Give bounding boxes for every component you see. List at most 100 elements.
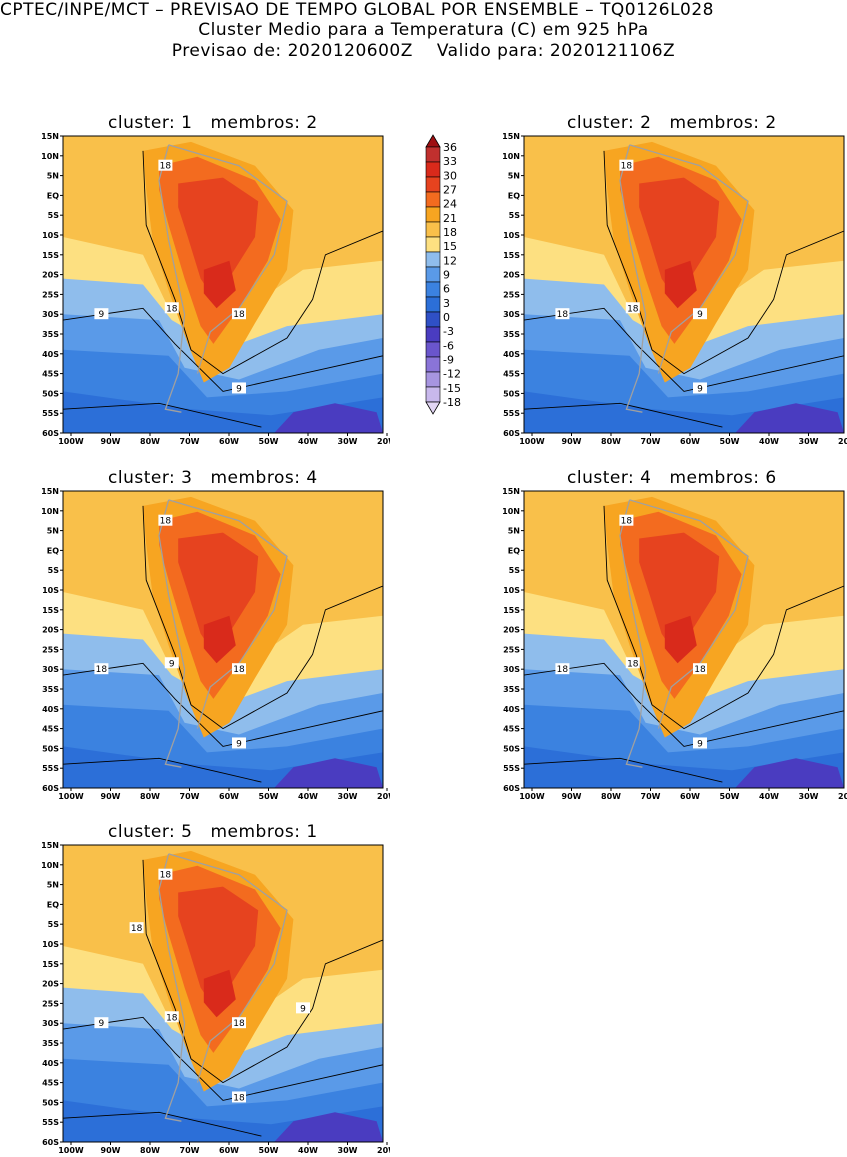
svg-text:18: 18 — [627, 304, 639, 314]
contour-label: 18 — [619, 159, 634, 172]
svg-text:18: 18 — [96, 665, 108, 675]
temperature-field — [63, 845, 383, 1142]
lat-tick-label: 25S — [503, 290, 520, 299]
contour-line — [603, 150, 844, 375]
colorbar-label: 3 — [443, 297, 450, 310]
contour-label: 9 — [164, 657, 179, 669]
svg-text:9: 9 — [300, 1004, 306, 1014]
contour-label: 18 — [158, 868, 173, 881]
lon-tick-label: 20W — [377, 1146, 390, 1155]
colorbar-swatch — [425, 281, 441, 298]
lat-tick-label: 25S — [42, 645, 59, 654]
svg-text:18: 18 — [166, 304, 178, 314]
contour-line — [524, 402, 723, 428]
lat-tick-label: 5N — [47, 172, 59, 181]
lat-tick-label: 15N — [41, 487, 59, 496]
lon-tick-label: 20W — [377, 437, 390, 446]
lat-tick-label: 45S — [42, 725, 59, 734]
svg-text:9: 9 — [99, 1019, 105, 1029]
lat-tick-label: 30S — [42, 1019, 59, 1028]
temperature-band — [274, 758, 383, 788]
lat-tick-label: 10N — [502, 152, 520, 161]
colorbar-arrow-top — [425, 134, 441, 148]
contour-label: 18 — [94, 663, 109, 675]
lat-tick-label: 40S — [503, 705, 520, 714]
lon-tick-label: 70W — [180, 792, 200, 801]
lon-tick-label: 100W — [58, 792, 84, 801]
lat-tick-label: EQ — [47, 900, 59, 909]
colorbar-arrow-bottom — [425, 401, 441, 415]
lat-tick-label: 35S — [503, 330, 520, 339]
lat-tick-label: 30S — [42, 310, 59, 319]
colorbar-label: -3 — [443, 325, 454, 338]
colorbar-label: 15 — [443, 240, 457, 253]
lon-tick-label: 20W — [377, 792, 390, 801]
map-frame — [62, 135, 384, 434]
lon-tick-label: 100W — [58, 437, 84, 446]
colorbar-swatch — [425, 221, 441, 238]
lon-tick-label: 70W — [180, 1146, 200, 1155]
svg-text:9: 9 — [697, 384, 703, 394]
contour-label: 9 — [232, 382, 246, 394]
lat-tick-label: 10S — [42, 586, 59, 595]
lat-tick-label: 15S — [42, 251, 59, 260]
colorbar-label: 18 — [443, 226, 457, 239]
lon-tick-label: 60W — [680, 437, 700, 446]
lat-tick-label: 30S — [42, 665, 59, 674]
lat-tick-label: 10N — [41, 152, 59, 161]
panel-title: cluster: 4 membros: 6 — [567, 468, 777, 488]
lon-tick-label: 80W — [140, 1146, 160, 1155]
lon-tick-label: 70W — [641, 437, 661, 446]
lat-tick-label: 10S — [503, 231, 520, 240]
temperature-band — [664, 260, 697, 309]
svg-text:9: 9 — [236, 384, 242, 394]
contour-line — [63, 1111, 262, 1137]
lat-tick-label: 15N — [502, 132, 520, 141]
lat-tick-label: 40S — [42, 350, 59, 359]
lon-tick-label: 80W — [140, 792, 160, 801]
svg-text:9: 9 — [697, 739, 703, 749]
map-panel-cluster-1: cluster: 1 membros: 2 18 18 18 9 9 15N 10N 5N EQ 5… — [30, 112, 390, 457]
cluster-label: cluster: 4 — [567, 468, 652, 488]
lat-tick-label: 20S — [503, 271, 520, 280]
lat-tick-label: 55S — [503, 409, 520, 418]
svg-text:9: 9 — [697, 310, 703, 320]
lon-tick-label: 20W — [838, 437, 847, 446]
members-label: membros: 6 — [669, 468, 777, 488]
lat-tick-label: 50S — [503, 744, 520, 753]
contour-line — [142, 150, 383, 375]
colorbar-swatch — [425, 296, 441, 313]
lon-tick-label: 50W — [259, 792, 279, 801]
lon-tick-label: 50W — [720, 437, 740, 446]
lat-tick-label: 5S — [48, 566, 60, 575]
contour-line — [524, 757, 723, 783]
map-panel-cluster-4: cluster: 4 membros: 6 18 18 18 18 9 15N 10N 5N EQ… — [491, 467, 847, 812]
lon-tick-label: 30W — [338, 437, 358, 446]
lat-tick-label: 50S — [503, 389, 520, 398]
lon-tick-label: 90W — [562, 792, 582, 801]
panel-title: cluster: 5 membros: 1 — [108, 822, 318, 842]
temperature-field — [524, 491, 844, 788]
temperature-band — [178, 177, 259, 303]
lat-tick-label: 10N — [41, 861, 59, 870]
header-title: CPTEC/INPE/MCT – PREVISAO DE TEMPO GLOBA… — [0, 0, 714, 20]
temperature-map: 18 18 18 18 9 15N 10N 5N EQ 5S 10S 15S 20S 25S 30S 35S 4… — [502, 487, 847, 801]
lat-tick-label: 10N — [41, 507, 59, 516]
colorbar-swatch — [425, 371, 441, 388]
temperature-band — [735, 758, 844, 788]
lat-tick-label: 5N — [508, 527, 520, 536]
lon-tick-label: 40W — [298, 1146, 318, 1155]
lon-tick-label: 60W — [680, 792, 700, 801]
contour-line — [63, 402, 262, 428]
contour-label: 18 — [164, 1011, 179, 1023]
lat-tick-label: 5N — [47, 527, 59, 536]
contour-label: 9 — [296, 1002, 310, 1014]
lat-tick-label: 30S — [503, 310, 520, 319]
lat-tick-label: 40S — [503, 350, 520, 359]
svg-text:18: 18 — [621, 517, 633, 527]
lat-tick-label: 60S — [503, 784, 520, 793]
lon-tick-label: 70W — [180, 437, 200, 446]
contour-line — [63, 757, 262, 783]
contour-label: 9 — [693, 382, 707, 394]
